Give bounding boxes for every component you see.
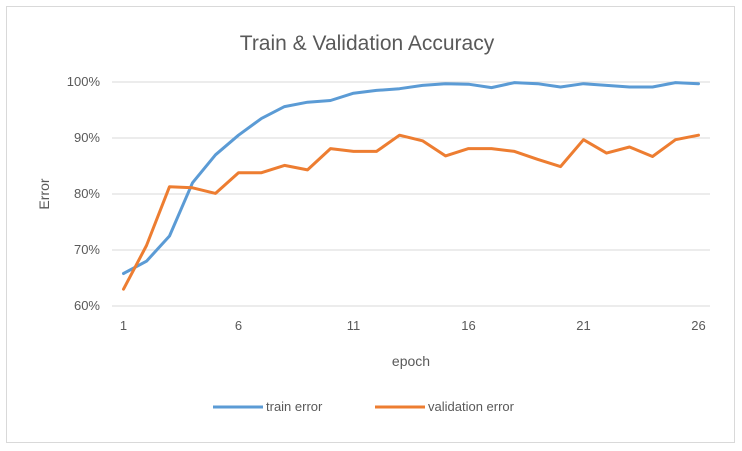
x-axis-label: epoch bbox=[392, 353, 430, 369]
x-axis-ticks: 1 6 11 16 21 26 bbox=[120, 318, 706, 333]
x-tick-label: 21 bbox=[576, 318, 590, 333]
legend-item-train-error: train error bbox=[213, 399, 323, 414]
y-tick-label: 100% bbox=[67, 74, 101, 89]
y-tick-label: 80% bbox=[74, 186, 100, 201]
legend-item-validation-error: validation error bbox=[375, 399, 515, 414]
chart-frame bbox=[6, 6, 735, 443]
chart-title: Train & Validation Accuracy bbox=[240, 32, 495, 55]
y-axis-ticks: 60% 70% 80% 90% 100% bbox=[67, 74, 101, 313]
legend-label: train error bbox=[266, 399, 323, 414]
x-tick-label: 6 bbox=[235, 318, 242, 333]
validation-error-line bbox=[122, 133, 700, 291]
y-tick-label: 60% bbox=[74, 298, 100, 313]
y-tick-label: 70% bbox=[74, 242, 100, 257]
x-tick-label: 16 bbox=[461, 318, 475, 333]
y-axis-label: Error bbox=[36, 178, 52, 209]
legend-label: validation error bbox=[428, 399, 515, 414]
train-error-line bbox=[122, 81, 700, 275]
y-tick-label: 90% bbox=[74, 130, 100, 145]
legend: train error validation error bbox=[213, 399, 515, 414]
series-lines bbox=[122, 81, 700, 291]
x-tick-label: 26 bbox=[691, 318, 705, 333]
x-tick-label: 11 bbox=[347, 318, 361, 333]
grid-lines bbox=[112, 81, 710, 251]
x-tick-label: 1 bbox=[120, 318, 127, 333]
